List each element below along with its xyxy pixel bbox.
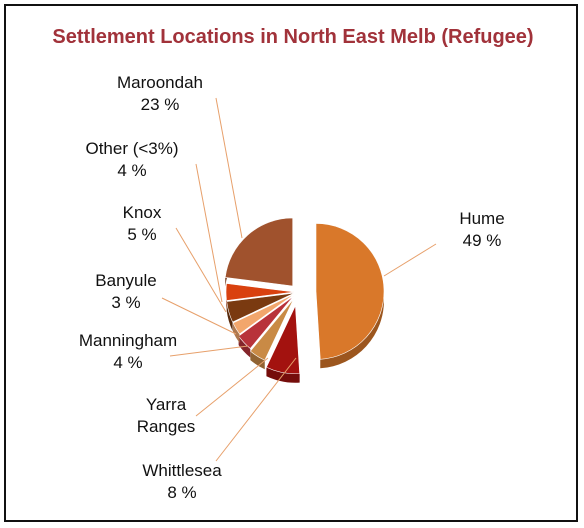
slice-label-other-3: Other (<3%) 4 % (85, 139, 178, 180)
leader-line-manningham (169, 345, 249, 357)
chart-frame: Settlement Locations in North East Melb … (4, 4, 578, 522)
leader-line-maroondah (215, 97, 243, 239)
pie-slice-banyule (232, 293, 295, 335)
pie-slice-side-banyule (233, 322, 240, 344)
chart-title: Settlement Locations in North East Melb … (52, 26, 534, 48)
pie-slice-knox (226, 292, 295, 323)
pie-slice-hume (315, 223, 385, 360)
leader-line-yarra-ranges (195, 357, 269, 417)
leader-line-other-3 (195, 163, 223, 303)
slice-label-maroondah: Maroondah 23 % (117, 73, 203, 114)
slice-label-knox: Knox 5 % (123, 203, 162, 244)
pie-slice-maroondah (224, 217, 294, 287)
leader-line-whittlesea (215, 357, 297, 462)
leader-line-knox (175, 227, 227, 313)
slice-label-hume: Hume 49 % (459, 209, 504, 250)
leader-line-hume (383, 243, 437, 277)
leader-line-banyule (161, 297, 237, 335)
slice-label-manningham: Manningham 4 % (79, 331, 177, 372)
slice-label-whittlesea: Whittlesea 8 % (142, 461, 222, 502)
pie-slices (224, 217, 385, 383)
pie-slice-other-3 (225, 283, 295, 301)
pie-slice-side-knox (226, 301, 233, 332)
pie-chart: Hume 49 % Whittlesea 8 % Yarra Ranges Manningh… (79, 73, 505, 502)
pie-slice-whittlesea (266, 305, 300, 375)
slice-label-banyule: Banyule 3 % (95, 271, 156, 312)
slice-label-yarra-ranges: Yarra Ranges (137, 395, 196, 436)
pie-slice-side-yarra-ranges (250, 351, 265, 370)
